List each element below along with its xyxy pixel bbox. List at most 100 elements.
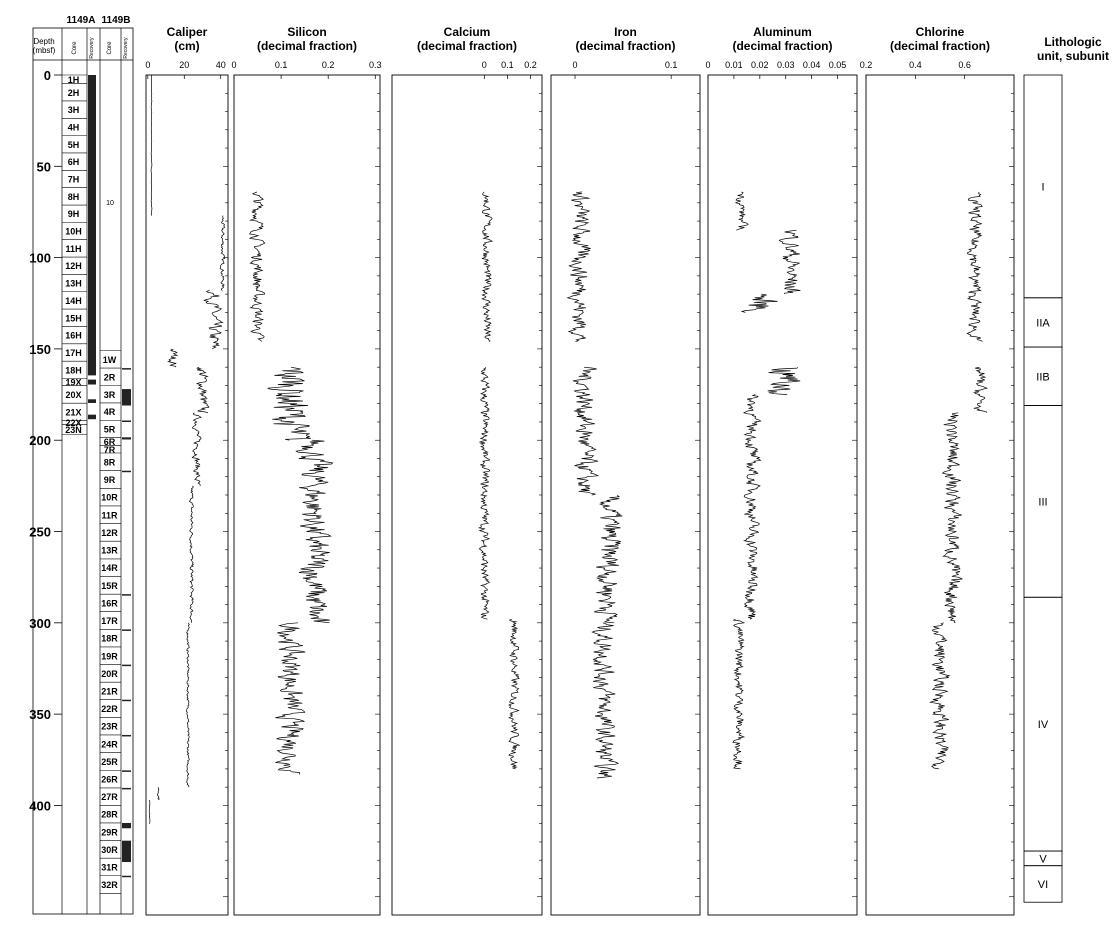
hole-b-recovery-bar bbox=[122, 787, 131, 790]
chlorine-title: Chlorine bbox=[916, 25, 965, 39]
hole-b-core-label: 13R bbox=[101, 546, 118, 556]
hole-b-core-label: Core bbox=[107, 41, 113, 55]
depth-tick-label: 400 bbox=[29, 798, 51, 813]
caliper-trace bbox=[191, 412, 202, 486]
aluminum-trace bbox=[740, 293, 778, 313]
hole-a-core-label: 11H bbox=[65, 244, 81, 254]
hole-a-core-label: 4H bbox=[68, 122, 80, 132]
lithology-unit-label: VI bbox=[1038, 879, 1048, 891]
chlorine-trace bbox=[973, 366, 989, 413]
hole-a-core-label: 13H bbox=[65, 279, 82, 289]
depth-tick-label: 0 bbox=[44, 68, 51, 83]
chlorine-tick-label: 0.4 bbox=[909, 60, 922, 70]
hole-a-core-label: 19X bbox=[65, 377, 81, 387]
silicon-trace bbox=[267, 366, 311, 441]
caliper-tick-label: 0 bbox=[145, 60, 150, 70]
hole-a-core-label: 2H bbox=[68, 88, 80, 98]
lithology-column: I IIA IIB III IV V VI bbox=[1023, 74, 1063, 903]
hole-a-core-label: 3H bbox=[68, 105, 80, 115]
caliper-trace bbox=[219, 217, 226, 291]
caliper-trace bbox=[150, 74, 153, 213]
lithology-unit-label: V bbox=[1039, 853, 1047, 865]
caliper-frame bbox=[145, 74, 229, 916]
hole-b-core-label: 32R bbox=[101, 880, 118, 890]
caliper-tick-label: 40 bbox=[216, 60, 226, 70]
iron-trace bbox=[591, 622, 619, 779]
hole-b-core-label: 23R bbox=[101, 722, 118, 732]
hole-b-core-label: 9R bbox=[104, 475, 116, 485]
hole-b-note: 10 bbox=[106, 200, 114, 207]
calcium-trace bbox=[477, 367, 491, 620]
lithology-unit-label: I bbox=[1041, 181, 1044, 193]
hole-b-core-label: 18R bbox=[101, 634, 118, 644]
depth-unit-label: (mbsf) bbox=[33, 46, 56, 55]
core-columns: 1H 2H 3H 4H 5H 6H 7H 8H 9H 10H 11H 12H 13H 14H 15H 16H 1… bbox=[32, 27, 134, 915]
hole-b-core-label: 30R bbox=[101, 845, 118, 855]
iron-tick-label: 0.1 bbox=[665, 60, 678, 70]
calcium-frame bbox=[391, 74, 543, 916]
silicon-tick-label: 0 bbox=[231, 60, 236, 70]
chlorine-tick-label: 0.2 bbox=[860, 60, 873, 70]
hole-b-core-label: 1W bbox=[103, 355, 117, 365]
hole-b-core-label: 11R bbox=[101, 510, 118, 520]
hole-a-recovery-bar bbox=[88, 75, 96, 376]
calcium-tick-label: 0.2 bbox=[524, 60, 537, 70]
hole-b-recovery-bar bbox=[122, 629, 131, 631]
depth-label: Depth bbox=[33, 37, 54, 46]
hole-b-recovery-bar bbox=[122, 875, 131, 878]
depth-tick-label: 250 bbox=[29, 525, 51, 540]
aluminum-tick-label: 0.02 bbox=[751, 60, 769, 70]
chlorine-trace bbox=[966, 191, 983, 342]
iron-tick-label: 0 bbox=[573, 60, 578, 70]
hole-b-core-label: 12R bbox=[101, 528, 118, 538]
calcium-tick-label: 0 bbox=[482, 60, 487, 70]
hole-a-core-label: 12H bbox=[65, 261, 82, 271]
aluminum-trace bbox=[734, 191, 749, 231]
depth-tick-label: 100 bbox=[29, 251, 51, 266]
hole-b-core-label: 8R bbox=[104, 457, 116, 467]
hole-b-core-label: 26R bbox=[101, 775, 118, 785]
aluminum-tick-label: 0.05 bbox=[829, 60, 847, 70]
depth-tick-label: 150 bbox=[29, 342, 51, 357]
hole-b-recovery-bar bbox=[122, 770, 131, 772]
hole-a-core-label: 7H bbox=[68, 174, 80, 184]
depth-axis: 0 50 100 150 200 250 300 350 400 bbox=[29, 68, 62, 813]
hole-b-recovery-bar bbox=[122, 822, 131, 829]
lithology-title: Lithologic bbox=[1044, 35, 1102, 49]
hole-a-core-label: 9H bbox=[68, 209, 80, 219]
core-panel-frame bbox=[32, 27, 134, 915]
hole-a-core-label: 8H bbox=[68, 192, 80, 202]
silicon-tick-label: 0.3 bbox=[369, 60, 382, 70]
hole-b-core-label: 28R bbox=[101, 810, 118, 820]
silicon-trace bbox=[275, 622, 306, 775]
hole-b-name: 1149B bbox=[102, 15, 131, 26]
hole-a-core-label: 20X bbox=[65, 390, 81, 400]
silicon-trace bbox=[295, 439, 334, 624]
silicon-tick-label: 0.1 bbox=[275, 60, 288, 70]
aluminum-trace bbox=[742, 394, 762, 620]
aluminum-tick-label: 0 bbox=[705, 60, 710, 70]
hole-a-core-label: 21X bbox=[65, 407, 81, 417]
hole-b-core-label: 10R bbox=[101, 493, 118, 503]
caliper-trace bbox=[189, 485, 194, 623]
caliper-trace bbox=[167, 348, 179, 368]
hole-b-core-label: 17R bbox=[101, 616, 118, 626]
track-silicon: Silicon(decimal fraction) 0 0.1 0.2 0.3 bbox=[231, 25, 382, 916]
hole-b-recovery-bar bbox=[122, 437, 131, 440]
hole-a-recovery-label: Recovery bbox=[89, 37, 95, 59]
chlorine-frame bbox=[865, 74, 1015, 916]
iron-unit: (decimal fraction) bbox=[575, 39, 675, 53]
hole-b-recovery-bar bbox=[122, 594, 131, 596]
chlorine-trace bbox=[941, 412, 963, 624]
calcium-trace bbox=[481, 191, 494, 342]
track-caliper: Caliper(cm) 0 20 40 bbox=[145, 25, 229, 916]
hole-a-core-label: 17H bbox=[65, 348, 82, 358]
aluminum-trace bbox=[732, 618, 746, 770]
track-aluminum: Aluminum(decimal fraction) 0 0.01 0.02 0.03 0… bbox=[705, 25, 858, 916]
hole-b-core-label: 25R bbox=[101, 757, 118, 767]
depth-tick-label: 50 bbox=[37, 159, 51, 174]
hole-a-recovery-bar bbox=[88, 399, 96, 403]
silicon-unit: (decimal fraction) bbox=[257, 39, 357, 53]
hole-a-recovery-bar bbox=[88, 414, 96, 420]
